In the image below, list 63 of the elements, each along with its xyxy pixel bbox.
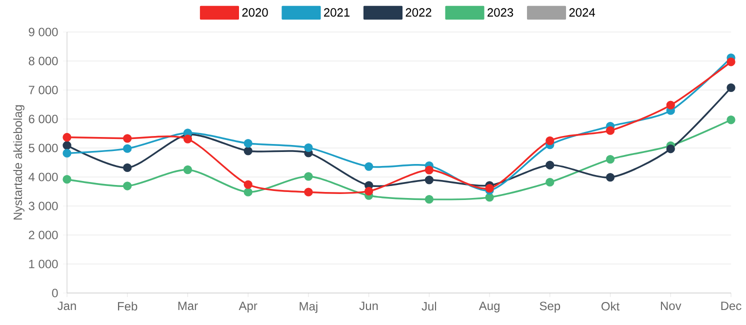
legend-label: 2023 (488, 8, 514, 17)
x-tick-label: Jun (359, 302, 378, 310)
point (123, 144, 132, 153)
point (424, 166, 434, 174)
point (546, 136, 554, 146)
point (304, 143, 313, 152)
point (546, 160, 554, 170)
y-tick-label: 0 (52, 288, 58, 298)
point (606, 126, 615, 135)
y-tick-label: 8 000 (28, 56, 58, 66)
point (123, 182, 132, 190)
point (666, 144, 675, 154)
legend-label: 2020 (242, 8, 268, 17)
y-tick-label: 2 000 (28, 230, 58, 240)
point (606, 154, 615, 164)
point (726, 58, 736, 66)
point (123, 163, 132, 172)
x-tick-label: Okt (602, 302, 620, 311)
point (123, 134, 132, 143)
x-tick-label: Sep (540, 302, 560, 313)
point (244, 180, 252, 189)
x-tick-label: Dec (721, 302, 742, 310)
x-tick-label: Feb (118, 302, 138, 311)
point (666, 100, 675, 110)
point (244, 139, 252, 148)
legend-label: 2024 (569, 8, 596, 17)
y-tick-label: 5 000 (28, 144, 58, 152)
x-tick-label: Mar (178, 302, 198, 310)
y-tick-label: 9 000 (28, 28, 58, 36)
point (546, 178, 554, 187)
y-tick-label: 3 000 (28, 202, 58, 210)
x-tick-label: Jul (422, 302, 436, 311)
point (244, 188, 252, 196)
point (364, 186, 374, 196)
y-tick-label: 7 000 (28, 86, 58, 94)
x-tick-label: Nov (660, 302, 682, 310)
point (364, 162, 374, 171)
y-axis-title: Nystartade aktiebolag (13, 105, 24, 220)
point (244, 146, 252, 156)
x-tick-label: Apr (238, 302, 258, 312)
y-tick-label: 6 000 (28, 114, 58, 124)
point (485, 192, 494, 202)
point (62, 148, 72, 158)
x-tick-label: Maj (300, 302, 318, 313)
point (726, 83, 736, 92)
point (62, 174, 72, 184)
y-tick-label: 1 000 (29, 260, 58, 268)
point (62, 132, 72, 142)
point (183, 165, 192, 174)
point (304, 172, 313, 181)
point (726, 116, 736, 124)
y-tick-label: 4 000 (28, 172, 58, 182)
point (424, 194, 434, 204)
point (304, 188, 313, 196)
point (606, 172, 615, 182)
point (183, 134, 192, 144)
x-tick-label: Aug (478, 302, 500, 312)
point (485, 184, 494, 193)
point (62, 141, 72, 150)
point (424, 176, 434, 184)
legend-label: 2021 (324, 8, 350, 17)
legend-label: 2022 (406, 8, 432, 17)
x-tick-label: Jan (58, 302, 76, 310)
